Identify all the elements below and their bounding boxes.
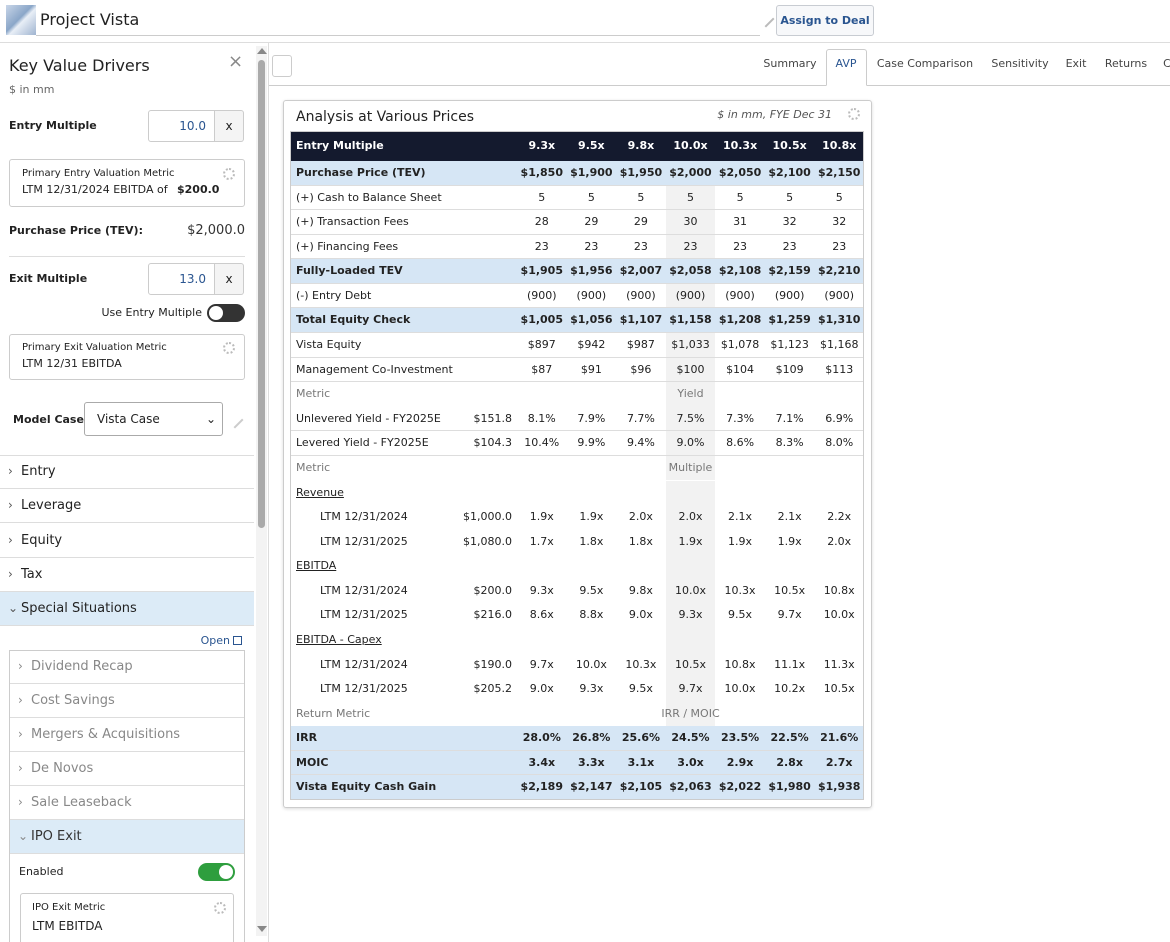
model-case-label: Model Case [13, 410, 84, 430]
model-case-select[interactable]: Vista Case ⌄ [84, 402, 223, 436]
chevron[interactable]: › [18, 718, 23, 751]
scroll-up [257, 48, 267, 54]
entry-multiple-label: Entry Multiple [9, 116, 97, 136]
section-label[interactable]: Leverage [21, 489, 81, 522]
header-border [0, 42, 1170, 43]
panel-title: Analysis at Various Prices [296, 107, 474, 127]
chevron[interactable]: › [8, 524, 13, 557]
logo [6, 5, 36, 35]
enabled-toggle[interactable] [198, 863, 235, 881]
chevron[interactable]: › [18, 752, 23, 785]
edit-icon [758, 11, 775, 28]
purchase-price-value: $2,000.0 [187, 221, 245, 241]
entry-multiple-input-value[interactable]: 10.0 [179, 111, 206, 141]
title-underline [36, 35, 760, 36]
subsection-label[interactable]: IPO Exit [31, 820, 82, 853]
table-border [290, 131, 864, 800]
gear-icon[interactable] [223, 168, 235, 180]
assign-button[interactable]: Assign to Deal [776, 5, 874, 36]
subsection-row[interactable]: ›Dividend Recap [10, 650, 244, 684]
scrollbar-thumb[interactable] [258, 60, 265, 528]
ipo-metric-text: LTM EBITDA [32, 916, 102, 936]
subsection-label[interactable]: Dividend Recap [31, 650, 133, 683]
entry-multiple-input-suffix: x [215, 110, 244, 142]
exit-multiple-input[interactable]: 13.0 [148, 263, 215, 295]
exit-metric-text: LTM 12/31 EBITDA [22, 354, 122, 374]
tab[interactable]: C [1107, 54, 1170, 74]
toggle-knob[interactable] [209, 306, 223, 320]
chevron[interactable]: › [18, 786, 23, 819]
unit: $ in mm [9, 80, 54, 100]
scroll-down [257, 926, 267, 932]
section-label[interactable]: Equity [21, 524, 62, 557]
exit-multiple-input-suffix-text: x [215, 264, 243, 294]
chevron[interactable]: › [8, 455, 13, 488]
subsection-row[interactable]: ›Mergers & Acquisitions [10, 718, 244, 752]
chevron[interactable]: ⌄ [8, 592, 18, 625]
subsection-label[interactable]: Cost Savings [31, 684, 115, 717]
toggle-knob[interactable] [219, 865, 233, 879]
section-row[interactable]: ›Leverage [0, 489, 254, 523]
gear-icon[interactable] [848, 108, 860, 120]
sidebar-border [268, 43, 269, 942]
separator [9, 256, 245, 257]
section-label[interactable]: Entry [21, 455, 56, 488]
chevron[interactable]: ⌄ [18, 820, 28, 853]
entry-metric-value: $200.0 [177, 180, 219, 200]
exit-multiple-input-value[interactable]: 13.0 [179, 264, 206, 294]
use-entry-toggle[interactable] [207, 304, 245, 322]
section-row[interactable]: › Tax [0, 558, 254, 592]
project-title: Project Vista [40, 10, 139, 30]
section-row[interactable]: ›Equity [0, 524, 254, 558]
edit-icon [227, 412, 244, 429]
gear-icon[interactable] [223, 342, 235, 354]
use-entry-label: Use Entry Multiple [101, 303, 202, 323]
section-row[interactable]: ›Entry [0, 455, 254, 489]
ipo-metric-label: IPO Exit Metric [32, 898, 105, 918]
subsection-row[interactable]: ›Sale Leaseback [10, 786, 244, 820]
chevron[interactable]: › [8, 489, 13, 522]
chevron[interactable]: › [18, 650, 23, 683]
open-link[interactable]: Open [201, 631, 230, 651]
entry-multiple-input-suffix-text: x [215, 111, 243, 141]
select-caret[interactable]: ⌄ [206, 411, 216, 427]
panel-note: $ in mm, FYE Dec 31 [717, 105, 832, 125]
subsection-row[interactable]: ›De Novos [10, 752, 244, 786]
subsection-row[interactable]: ⌄IPO Exit [10, 820, 244, 854]
sidebar-title: Key Value Drivers [9, 56, 150, 76]
exit-multiple-label: Exit Multiple [9, 269, 87, 289]
subsection-row[interactable]: ›Cost Savings [10, 684, 244, 718]
entry-multiple-input[interactable]: 10.0 [148, 110, 215, 142]
assign-label[interactable]: Assign to Deal [777, 6, 873, 35]
enabled-label: Enabled [19, 862, 63, 882]
subsection-label[interactable]: De Novos [31, 752, 93, 785]
purchase-price-label: Purchase Price (TEV): [9, 221, 143, 241]
collapse-button[interactable] [272, 55, 292, 77]
subsection-label[interactable]: Mergers & Acquisitions [31, 718, 180, 751]
chevron[interactable]: › [8, 558, 13, 591]
entry-metric-text: LTM 12/31/2024 EBITDA of [22, 180, 168, 200]
close-icon[interactable]: × [228, 52, 244, 72]
chevron[interactable]: › [18, 684, 23, 717]
section-label[interactable]: Tax [21, 558, 42, 591]
open-icon [233, 636, 242, 645]
section-row[interactable]: ⌄Special Situations [0, 592, 254, 626]
section-label[interactable]: Special Situations [21, 592, 137, 625]
exit-multiple-input-suffix: x [215, 263, 244, 295]
subsection-label[interactable]: Sale Leaseback [31, 786, 132, 819]
tab-bar-border [269, 85, 1170, 86]
gear-icon[interactable] [214, 902, 226, 914]
model-case-value[interactable]: Vista Case [97, 403, 160, 435]
